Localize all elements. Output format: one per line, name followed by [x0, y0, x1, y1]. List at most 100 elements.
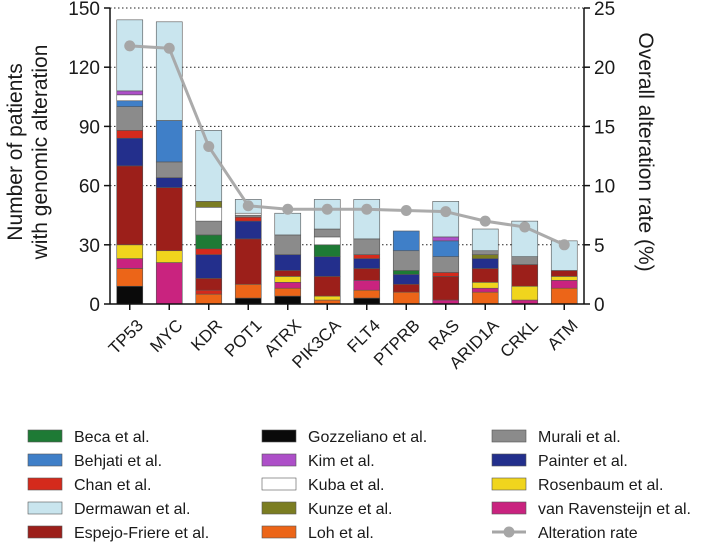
bar-segment — [195, 207, 223, 222]
bar-segment — [116, 19, 144, 92]
stacked-bars — [116, 19, 578, 305]
legend-label: Kim et al. — [308, 453, 375, 470]
bar-segment — [550, 276, 578, 281]
bar-segment — [511, 285, 539, 301]
legend-swatch — [491, 429, 527, 443]
bar-segment — [432, 256, 460, 273]
bar-segment — [471, 254, 499, 259]
bar-segment — [195, 201, 223, 208]
legend-swatch — [27, 453, 63, 467]
bar-segment — [116, 165, 144, 246]
bar-stack-tp53 — [116, 19, 144, 305]
bar-segment — [471, 258, 499, 269]
gridlines — [110, 7, 584, 246]
y-left-tick-label: 150 — [68, 0, 100, 20]
bar-segment — [195, 248, 223, 255]
bar-segment — [550, 280, 578, 289]
alteration-rate-point — [558, 239, 570, 251]
bar-segment — [116, 244, 144, 259]
bar-segment — [313, 256, 341, 277]
y-axis-left-title-line1: Number of patients — [4, 63, 27, 240]
bar-stack-pik3ca — [313, 199, 341, 305]
legend-label: van Ravensteijn et al. — [538, 501, 691, 518]
legend-label: Beca et al. — [74, 429, 150, 446]
bar-stack-kdr — [195, 130, 223, 305]
bar-segment — [116, 130, 144, 139]
y-right-tick-label: 10 — [594, 177, 615, 198]
bar-segment — [353, 254, 381, 259]
bar-segment — [471, 228, 499, 252]
bar-segment — [274, 254, 302, 271]
alteration-rate-point — [163, 42, 175, 54]
legend-item: Chan et al. — [27, 477, 151, 494]
y-right-tick-label: 15 — [594, 117, 615, 138]
legend-swatch — [491, 477, 527, 491]
legend-item: Espejo-Friere et al. — [27, 525, 209, 542]
x-tick-label: MYC — [146, 316, 186, 356]
legend-item: Murali et al. — [491, 429, 621, 446]
bar-stack-ptprb — [392, 230, 420, 305]
legend-swatch — [27, 501, 63, 515]
y-left-tick-label: 90 — [79, 117, 100, 138]
y-axis-left-title-line2: with genomic alteration — [29, 45, 52, 261]
bar-segment — [116, 90, 144, 96]
legend-swatch — [27, 525, 63, 539]
bar-stack-atm — [550, 240, 578, 305]
bar-segment — [274, 276, 302, 283]
legend-item: Painter et al. — [491, 453, 628, 470]
legend-swatch — [491, 453, 527, 467]
bar-segment — [195, 254, 223, 279]
alteration-rate-point — [400, 204, 412, 216]
legend-label: Alteration rate — [538, 525, 638, 542]
alteration-rate-point — [203, 141, 215, 153]
bar-segment — [195, 234, 223, 250]
legend-point-swatch — [503, 526, 515, 538]
legend-item: Behjati et al. — [27, 453, 162, 470]
x-tick-label: ATM — [544, 316, 582, 354]
alteration-rate-point — [361, 203, 373, 215]
bar-segment — [195, 220, 223, 236]
bar-segment — [353, 258, 381, 269]
legend-swatch — [261, 525, 297, 539]
bar-segment — [392, 291, 420, 305]
bar-segment — [116, 285, 144, 305]
bar-segment — [313, 228, 341, 238]
bar-segment — [353, 238, 381, 255]
y-left-tick-label: 60 — [79, 177, 100, 198]
bar-segment — [116, 106, 144, 131]
bar-segment — [432, 272, 460, 277]
bar-segment — [471, 287, 499, 293]
legend-swatch — [261, 429, 297, 443]
bar-segment — [353, 268, 381, 281]
bar-segment — [471, 281, 499, 289]
bar-segment — [116, 258, 144, 269]
bar-segment — [116, 100, 144, 107]
legend-label: Loh et al. — [308, 525, 374, 542]
alteration-rate-point — [282, 203, 294, 215]
legend-label: Chan et al. — [74, 477, 151, 494]
bar-segment — [274, 287, 302, 297]
bar-segment — [274, 295, 302, 305]
bar-segment — [274, 212, 302, 236]
bar-segment — [274, 234, 302, 255]
bar-segment — [392, 270, 420, 275]
bar-segment — [392, 283, 420, 293]
legend-item: van Ravensteijn et al. — [491, 501, 691, 518]
bar-segment — [471, 268, 499, 283]
legend-swatch — [261, 477, 297, 491]
alteration-rate-point — [519, 221, 531, 233]
y-right-tick-label: 0 — [594, 295, 605, 316]
legend-label: Murali et al. — [538, 429, 621, 446]
legend-label: Espejo-Friere et al. — [74, 525, 209, 542]
bar-segment — [155, 250, 183, 263]
legend-item: Alteration rate — [492, 525, 638, 542]
bar-segment — [155, 120, 183, 163]
bar-segment — [392, 250, 420, 271]
alteration-rate-point — [321, 203, 333, 215]
bar-segment — [155, 262, 183, 305]
alteration-rate-point — [479, 215, 491, 227]
bar-stack-myc — [155, 21, 183, 305]
x-tick-label: TP53 — [105, 316, 147, 358]
alteration-rate-point — [242, 200, 254, 212]
